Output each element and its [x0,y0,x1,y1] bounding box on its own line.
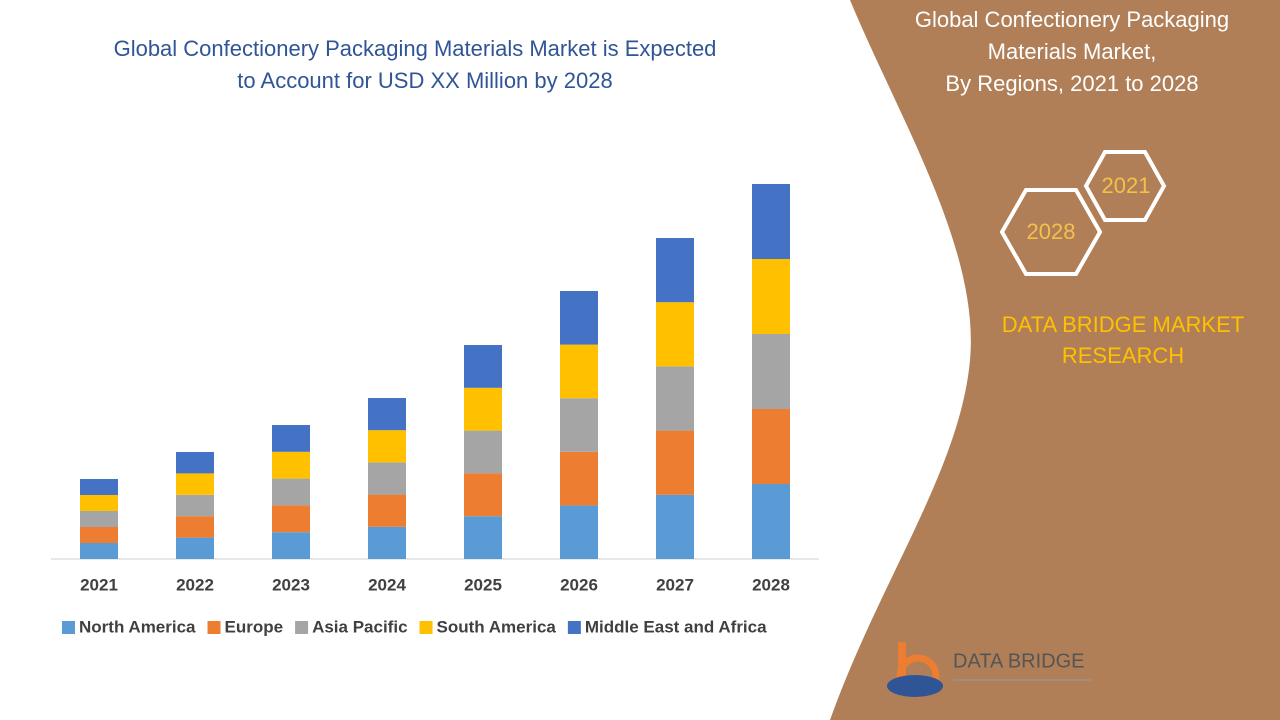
bar-segment [464,473,502,517]
x-tick-label: 2024 [368,575,406,594]
bar-segment [176,516,214,538]
bar-segment [272,505,310,533]
bar-segment [176,473,214,495]
legend-swatch [419,621,433,634]
legend-label: Europe [225,617,284,636]
bar-segment [176,452,214,474]
bar-segment [368,398,406,431]
x-tick-label: 2028 [752,575,790,594]
hex-label: 2028 [1027,219,1076,244]
panel-title: By Regions, 2021 to 2028 [945,71,1198,96]
hexagon [1083,150,1167,222]
chart-title: to Account for USD XX Million by 2028 [237,68,612,93]
bar-segment [80,543,118,559]
bar-segment [656,430,694,495]
panel-title: Global Confectionery Packaging [915,7,1229,32]
bar-segment [560,344,598,399]
bar-segment [656,494,694,559]
bar-segment [176,494,214,517]
bar-segment [80,479,118,495]
logo-icon [887,642,943,698]
bar-segment [560,451,598,506]
bar-segment [752,409,790,484]
hexagon [999,188,1103,276]
bar-segment [656,302,694,367]
brand-text: DATA BRIDGE MARKET [1002,312,1244,337]
bar-segment [272,478,310,506]
brand-text: RESEARCH [1062,343,1184,368]
x-tick-label: 2022 [176,575,214,594]
bar-segment [272,532,310,559]
panel-title: Materials Market, [988,39,1157,64]
legend-swatch [567,621,581,634]
bar-segment [368,462,406,495]
bar-segment [752,259,790,334]
x-tick-label: 2021 [80,575,118,594]
bar-segment [80,511,118,527]
bar-segment [80,527,118,543]
bar-segment [464,516,502,559]
x-tick-label: 2027 [656,575,694,594]
bar-segment [176,537,214,559]
bar-segment [752,484,790,559]
legend-swatch [62,621,75,634]
legend-label: South America [437,617,557,636]
bar-segment [656,238,694,303]
legend-label: North America [79,617,196,636]
legend-label: Middle East and Africa [585,617,767,636]
bar-segment [752,334,790,409]
bar-segment [464,430,502,474]
side-panel [830,0,1280,720]
logo-text: DATA BRIDGE [953,650,1085,672]
legend-swatch [295,621,309,634]
bar-segment [464,345,502,388]
bar-segment [560,398,598,452]
bar-segment [752,184,790,259]
x-tick-label: 2023 [272,575,310,594]
bar-segment [560,505,598,559]
bar-segment [560,291,598,345]
bar-segment [272,451,310,479]
bar-segment [368,526,406,559]
legend-label: Asia Pacific [312,617,407,636]
legend-swatch [207,621,221,634]
bar-segment [272,425,310,452]
bar-segment [368,494,406,527]
bar-segment [656,366,694,431]
x-tick-label: 2026 [560,575,598,594]
chart-title: Global Confectionery Packaging Materials… [114,36,717,61]
bar-segment [464,387,502,431]
bar-segment [80,495,118,511]
x-tick-label: 2025 [464,575,502,594]
hex-label: 2021 [1102,173,1151,198]
bar-segment [368,430,406,463]
